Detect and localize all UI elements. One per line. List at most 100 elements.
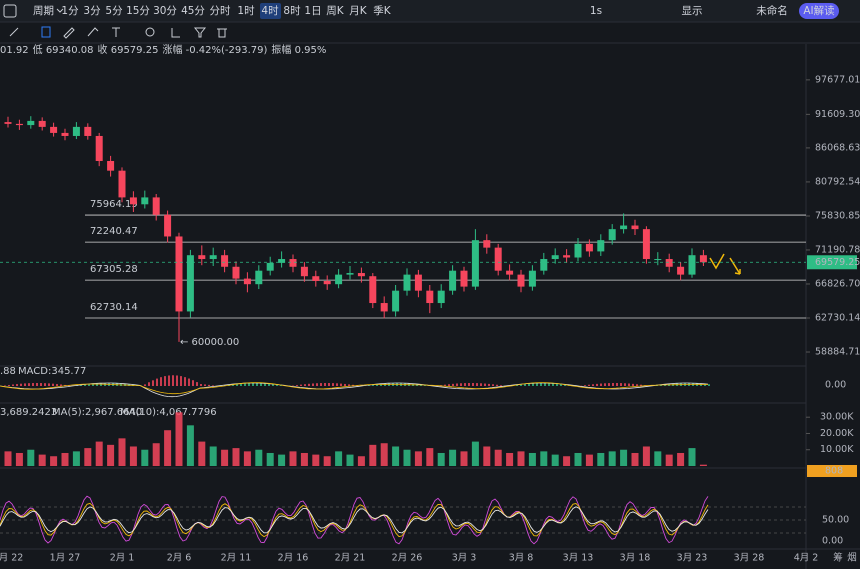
period-menu[interactable]: 周期 (33, 5, 54, 17)
interval-button[interactable]: 3分 (83, 5, 101, 17)
side-tab[interactable]: 筹 (833, 552, 843, 564)
macd-histogram (704, 383, 706, 386)
volume-bar (346, 454, 354, 466)
volume-bar (392, 446, 400, 466)
volume-bar (471, 441, 479, 466)
tool-icon[interactable] (145, 27, 155, 37)
interval-button[interactable]: 8时 (283, 5, 301, 17)
tool-icon[interactable] (193, 27, 207, 38)
candle-body (95, 135, 103, 161)
macd-histogram (656, 385, 658, 386)
interval-button[interactable]: 分时 (210, 5, 231, 17)
menu-icon[interactable] (3, 4, 17, 18)
dropdown-icon (56, 8, 64, 13)
tool-icon[interactable] (217, 28, 227, 38)
y-tick-label: 71190.78 (815, 244, 860, 255)
macd-histogram (564, 384, 566, 386)
side-tab[interactable]: 烟 (847, 552, 857, 564)
interval-button[interactable]: 1时 (237, 5, 255, 17)
macd-histogram (348, 384, 350, 386)
candle-body (164, 214, 172, 237)
x-tick-label: 3月 18 (620, 553, 651, 564)
volume-bar (460, 451, 468, 466)
toolbar-button[interactable]: 未命名 (756, 4, 788, 17)
macd-histogram (476, 383, 478, 386)
macd-histogram (324, 383, 326, 386)
macd-histogram (20, 383, 22, 386)
x-tick-label: 2月 21 (335, 553, 366, 564)
tool-icon[interactable] (112, 27, 120, 37)
level-label: 62730.14 (90, 302, 138, 313)
volume-bar (61, 452, 69, 466)
interval-button[interactable]: 1日 (304, 5, 321, 17)
macd-histogram (544, 383, 546, 386)
volume-bar (403, 449, 411, 466)
toolbar-button[interactable]: 显示 (682, 5, 703, 17)
candle-body (323, 280, 331, 285)
candle-body (494, 247, 502, 271)
tool-icon[interactable] (171, 28, 180, 38)
macd-histogram (548, 383, 550, 386)
candle-body (175, 236, 183, 312)
macd-histogram (296, 385, 298, 386)
candle-body (597, 240, 605, 252)
macd-histogram (144, 384, 146, 386)
macd-histogram (148, 382, 150, 386)
macd-histogram (308, 383, 310, 386)
interval-button[interactable]: 1分 (61, 5, 79, 17)
macd-histogram (12, 384, 14, 386)
y-tick-label: 58884.71 (815, 347, 860, 358)
macd-histogram (520, 384, 522, 386)
volume-bar (72, 451, 80, 466)
macd-histogram (460, 383, 462, 386)
macd-histogram (368, 385, 370, 386)
interval-button[interactable]: 15分 (126, 5, 150, 17)
macd-histogram (204, 384, 206, 386)
macd-histogram (320, 383, 322, 386)
interval-button[interactable]: 4时 (261, 5, 279, 17)
interval-button[interactable]: 月K (349, 5, 367, 17)
toolbar-button[interactable]: 1s (590, 5, 602, 17)
y-tick-label: 62730.14 (815, 312, 860, 323)
macd-histogram (636, 384, 638, 386)
volume-bar (198, 441, 206, 466)
interval-button[interactable]: 季K (373, 5, 391, 17)
macd-prefix: .88 (0, 366, 16, 377)
volume-bar (266, 452, 274, 466)
volume-bar (27, 449, 35, 466)
toolbar-button[interactable]: AI解读 (803, 4, 835, 17)
tool-icon[interactable] (87, 27, 99, 37)
macd-histogram (188, 378, 190, 386)
candle-body (369, 276, 377, 304)
macd-histogram (516, 384, 518, 386)
tool-icon[interactable] (63, 27, 75, 39)
level-label: 75964.19 (90, 199, 138, 210)
macd-histogram (708, 384, 710, 386)
macd-histogram (552, 383, 554, 386)
macd-histogram (492, 384, 494, 386)
candle-body (346, 273, 354, 275)
interval-button[interactable]: 5分 (105, 5, 123, 17)
macd-histogram (212, 385, 214, 386)
macd-histogram (640, 384, 642, 386)
macd-histogram (200, 384, 202, 386)
interval-button[interactable]: 45分 (181, 5, 205, 17)
kdj-line (0, 506, 709, 534)
volume-bar (506, 452, 514, 466)
volume-bar (164, 430, 172, 466)
x-tick-label: 2月 1 (110, 553, 135, 564)
candle-body (141, 197, 149, 205)
volume-bar (654, 451, 662, 466)
line-tool[interactable] (9, 27, 19, 37)
x-tick-label: 2月 6 (167, 553, 192, 564)
tool-icon[interactable] (41, 26, 51, 38)
macd-histogram (500, 385, 502, 386)
macd-histogram (44, 383, 46, 386)
macd-zero: 0.00 (825, 380, 846, 391)
volume-tick-label: 20.00K (820, 428, 854, 439)
candle-body (118, 170, 126, 198)
candle-body (50, 126, 58, 133)
interval-button[interactable]: 30分 (153, 5, 177, 17)
interval-button[interactable]: 周K (326, 5, 344, 17)
macd-histogram (88, 384, 90, 386)
